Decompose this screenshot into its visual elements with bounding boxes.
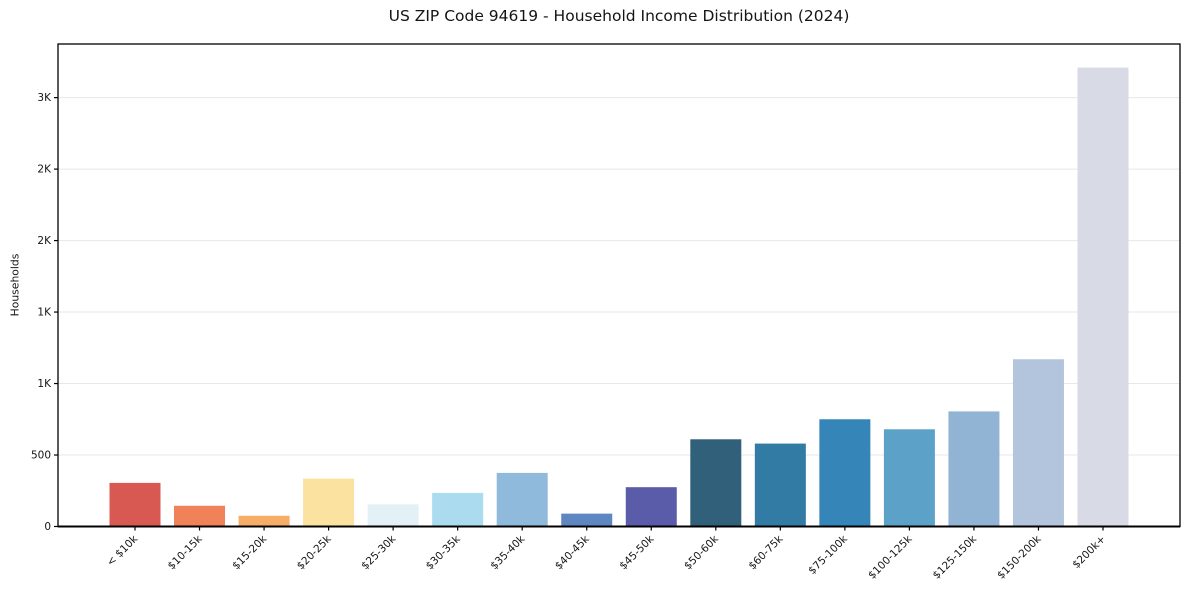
bar-13: [883, 429, 935, 527]
y-tick-label: 1K: [37, 307, 52, 319]
x-tick-label: $200k+: [1070, 533, 1108, 571]
bar-14: [948, 411, 1000, 527]
plot-border: [57, 43, 1181, 528]
y-tick-label: 2K: [37, 235, 52, 247]
x-tick-label: $75-100k: [806, 532, 850, 576]
bar-12: [819, 419, 871, 527]
x-tick-label: $40-45k: [553, 532, 593, 572]
y-tick-label: 0: [44, 521, 51, 533]
bar-15: [1012, 359, 1064, 527]
chart-title: US ZIP Code 94619 - Household Income Dis…: [388, 7, 850, 25]
x-tick-label: $20-25k: [295, 532, 335, 572]
bar-7: [496, 472, 548, 527]
y-tick-label: 500: [31, 450, 51, 462]
bar-5: [367, 504, 419, 527]
x-tick-label: $150-200k: [995, 532, 1044, 581]
x-tick-label: $100-125k: [866, 532, 915, 581]
y-tick-label: 1K: [37, 378, 52, 390]
y-tick-label: 2K: [37, 164, 52, 176]
bar-4: [303, 478, 355, 527]
x-tick-label: $60-75k: [746, 532, 786, 572]
y-tick-label: 3K: [37, 92, 52, 104]
x-tick-label: $15-20k: [230, 532, 270, 572]
x-tick-label: < $10k: [105, 532, 141, 568]
x-tick-label: $10-15k: [166, 532, 206, 572]
bar-16: [1077, 67, 1129, 527]
bar-2: [174, 505, 226, 527]
x-tick-label: $125-150k: [931, 532, 980, 581]
bar-3: [238, 515, 290, 527]
bar-6: [432, 492, 484, 527]
x-tick-label: $25-30k: [359, 532, 399, 572]
x-tick-label: $30-35k: [424, 532, 464, 572]
bar-9: [625, 487, 677, 527]
x-tick-label: $50-60k: [682, 532, 722, 572]
bar-1: [109, 482, 161, 527]
bar-8: [561, 513, 613, 527]
x-tick-label: $35-40k: [488, 532, 528, 572]
bar-10: [690, 439, 742, 527]
x-tick-label: $45-50k: [617, 532, 657, 572]
bar-11: [754, 443, 806, 527]
